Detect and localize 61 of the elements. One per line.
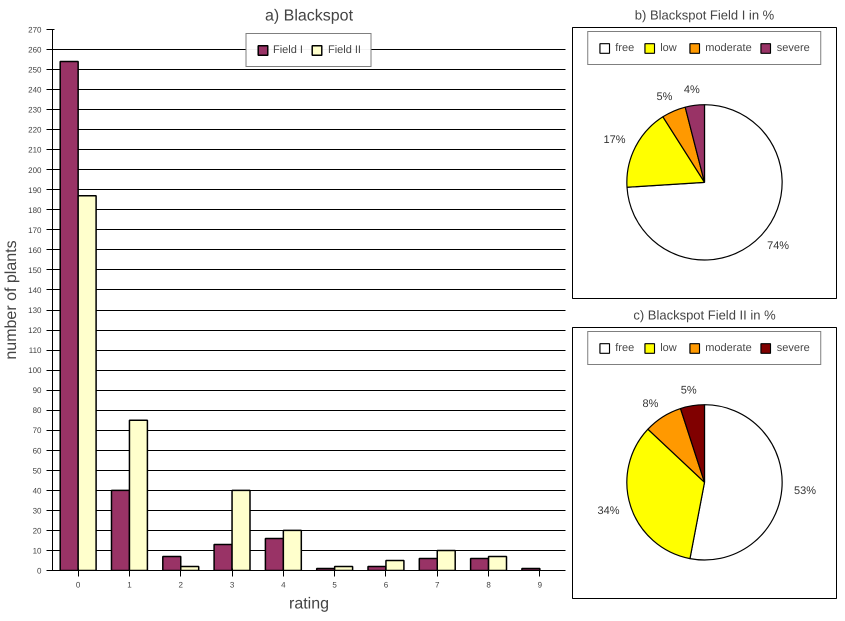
legend-label: low bbox=[660, 342, 678, 354]
data-label: 4% bbox=[684, 84, 700, 96]
legend-label: moderate bbox=[705, 42, 752, 54]
x-tick-label: 8 bbox=[486, 580, 492, 590]
y-tick-label: 10 bbox=[32, 546, 42, 556]
y-tick-label: 120 bbox=[28, 326, 42, 336]
legend-label: free bbox=[615, 342, 636, 354]
legend-label: free bbox=[615, 42, 636, 54]
x-tick-label: 6 bbox=[384, 580, 389, 590]
y-tick-label: 130 bbox=[28, 306, 42, 316]
x-tick-label: 1 bbox=[127, 580, 132, 590]
y-tick-label: 70 bbox=[32, 426, 42, 436]
y-tick-label: 250 bbox=[28, 66, 42, 75]
y-tick-label: 80 bbox=[32, 406, 42, 416]
y-tick-label: 200 bbox=[28, 166, 42, 175]
y-tick-label: 60 bbox=[32, 446, 42, 456]
data-label: 17% bbox=[604, 134, 626, 146]
x-tick-label: 9 bbox=[538, 580, 543, 590]
y-tick-label: 90 bbox=[32, 386, 42, 396]
y-tick-label: 260 bbox=[28, 46, 42, 55]
x-tick-label: 3 bbox=[230, 580, 235, 590]
y-tick-label: 100 bbox=[28, 366, 42, 376]
y-tick-label: 210 bbox=[28, 146, 42, 155]
y-tick-label: 110 bbox=[28, 346, 42, 356]
y-tick-label: 190 bbox=[28, 186, 42, 195]
data-label: 5% bbox=[656, 91, 673, 104]
x-tick-label: 0 bbox=[76, 580, 81, 590]
y-tick-label: 50 bbox=[32, 466, 42, 476]
data-label: 74% bbox=[767, 240, 790, 252]
chart-title: b) Blackspot Field I in % bbox=[634, 8, 775, 22]
y-tick-label: 180 bbox=[28, 206, 42, 215]
y-tick-label: 140 bbox=[28, 286, 42, 295]
data-label: 8% bbox=[642, 398, 659, 410]
data-label: 53% bbox=[794, 485, 816, 498]
legend-label: low bbox=[660, 42, 678, 54]
y-tick-label: 20 bbox=[32, 526, 42, 536]
x-axis-title: rating bbox=[288, 596, 330, 612]
data-label: 5% bbox=[680, 384, 697, 397]
x-tick-label: 7 bbox=[435, 580, 440, 590]
y-tick-label: 220 bbox=[28, 126, 42, 135]
y-tick-label: 30 bbox=[32, 506, 42, 516]
y-tick-label: 160 bbox=[28, 246, 42, 255]
y-tick-label: 270 bbox=[28, 26, 42, 34]
y-tick-label: 0 bbox=[37, 566, 42, 576]
y-tick-label: 150 bbox=[28, 266, 42, 275]
x-tick-label: 4 bbox=[281, 580, 286, 590]
y-tick-label: 40 bbox=[32, 486, 42, 496]
x-tick-label: 2 bbox=[178, 580, 184, 590]
legend-label: Field II bbox=[328, 44, 361, 56]
y-tick-label: 230 bbox=[28, 106, 42, 115]
data-label: 34% bbox=[597, 505, 620, 518]
legend-label: severe bbox=[776, 342, 810, 354]
y-axis-title: number of plants bbox=[3, 240, 20, 360]
chart-title: c) Blackspot Field II in % bbox=[633, 308, 776, 322]
y-tick-label: 170 bbox=[28, 226, 42, 235]
legend-label: severe bbox=[776, 42, 810, 54]
x-tick-label: 5 bbox=[332, 580, 338, 590]
legend-label: moderate bbox=[705, 342, 752, 354]
y-tick-label: 240 bbox=[28, 86, 42, 95]
legend-label: Field I bbox=[273, 44, 303, 56]
chart-title: a) Blackspot bbox=[264, 8, 354, 24]
